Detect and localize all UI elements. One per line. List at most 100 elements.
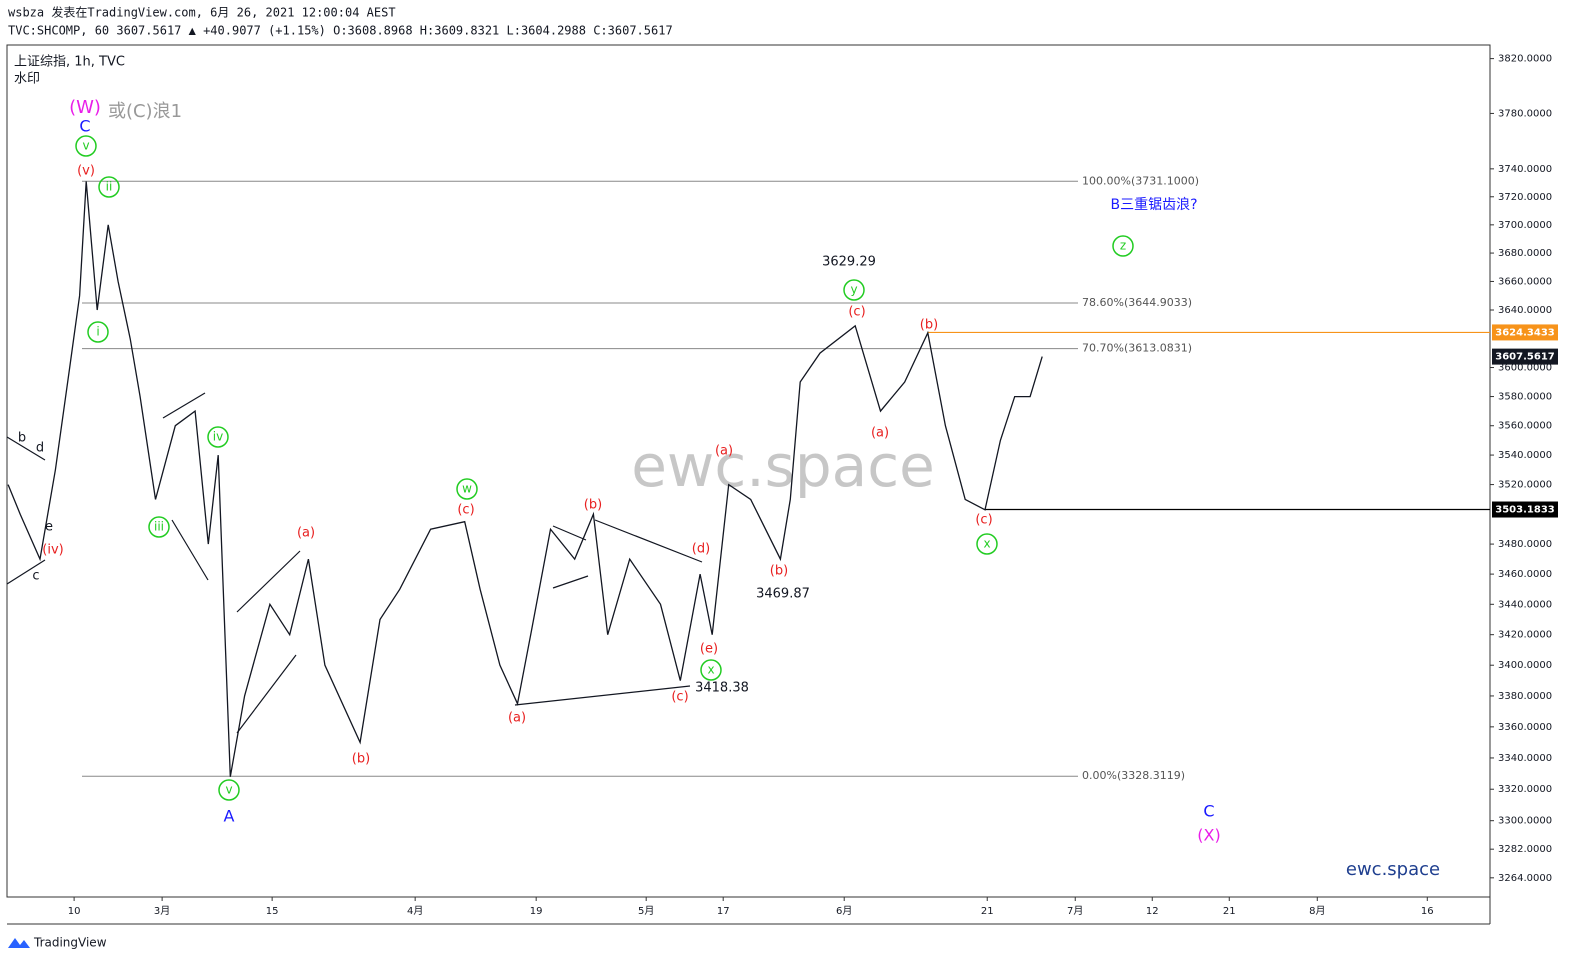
wave-label: e [45,520,53,535]
y-tick-label: 3640.0000 [1498,305,1552,316]
price-label: 3503.1833 [1495,505,1555,516]
y-tick-label: 3780.0000 [1498,108,1552,119]
wave-label: (v) [77,164,95,179]
wave-circle [87,321,109,343]
x-tick-label: 6月 [836,905,852,917]
wave-label: z [1120,239,1126,253]
legend-symbol: 上证综指, 1h, TVC [14,55,125,70]
wave-circle [456,478,478,500]
wave-label: iii [154,520,164,534]
wave-label: 3629.29 [822,255,876,270]
wave-label: y [850,283,857,297]
y-tick-label: 3700.0000 [1498,220,1552,231]
wave-label: (c) [848,305,865,320]
y-tick-label: 3400.0000 [1498,660,1552,671]
wave-circle [843,279,865,301]
wave-label: (c) [457,503,474,518]
y-tick-label: 3300.0000 [1498,816,1552,827]
wave-circle [976,533,998,555]
wave-circle [700,659,722,681]
wave-label: d [36,441,44,456]
price-label: 3607.5617 [1495,352,1555,363]
wave-label: (a) [871,426,889,441]
wave-label: C [1203,802,1214,821]
wave-label: x [707,663,714,677]
x-tick-label: 21 [981,906,994,917]
wave-label: x [983,537,990,551]
price-label-box [1492,348,1558,365]
x-tick-label: 12 [1146,906,1159,917]
legend-note: 水印 [14,72,40,87]
x-tick-label: 5月 [638,905,654,917]
wave-label: B三重锯齿浪? [1110,197,1197,213]
y-tick-label: 3282.0000 [1498,844,1552,855]
y-tick-label: 3740.0000 [1498,164,1552,175]
wave-circle [207,426,229,448]
wave-label: 3469.87 [756,587,810,602]
price-line-series [7,181,1043,777]
header-line2: TVC:SHCOMP, 60 3607.5617 ▲ +40.9077 (+1.… [8,24,673,38]
y-tick-label: 3680.0000 [1498,248,1552,259]
wave-label: (e) [700,642,718,657]
x-tick-label: 15 [266,906,279,917]
wave-label: (b) [770,564,788,579]
x-tick-label: 7月 [1067,905,1083,917]
wave-label: (iv) [42,543,63,558]
watermark: ewc.space [631,432,935,500]
fib-label: 0.00%(3328.3119) [1082,769,1185,782]
price-label: 3624.3433 [1495,327,1555,338]
wave-label: 3418.38 [695,681,749,696]
wave-circle [75,135,97,157]
y-tick-label: 3520.0000 [1498,480,1552,491]
wave-label: ii [106,180,113,194]
x-tick-label: 4月 [407,905,423,917]
wave-label: (a) [297,526,315,541]
x-tick-label: 16 [1421,906,1434,917]
wave-label: (b) [920,318,938,333]
wave-label: (c) [975,513,992,528]
x-tick-label: 3月 [154,905,170,917]
y-tick-label: 3580.0000 [1498,392,1552,403]
y-tick-label: 3380.0000 [1498,691,1552,702]
y-tick-label: 3600.0000 [1498,363,1552,374]
fib-label: 78.60%(3644.9033) [1082,296,1192,309]
wave-label: v [225,783,232,797]
wave-label: (d) [692,542,710,557]
y-tick-label: 3560.0000 [1498,421,1552,432]
wave-label: c [32,569,39,584]
wave-label: (a) [508,711,526,726]
x-tick-label: 17 [717,906,730,917]
y-tick-label: 3460.0000 [1498,569,1552,580]
wave-circle [148,516,170,538]
wave-label: b [18,431,26,446]
y-tick-label: 3440.0000 [1498,599,1552,610]
wave-label: (c) [671,690,688,705]
wave-label: v [82,139,89,153]
header-line1: wsbza 发表在TradingView.com, 6月 26, 2021 12… [8,5,396,20]
footer: TradingView [33,936,107,950]
wave-circle [1112,235,1134,257]
wave-lines [6,392,703,734]
wave-label: (W) [69,97,101,118]
x-tick-label: 21 [1223,906,1236,917]
x-tick-label: 8月 [1309,905,1325,917]
price-label-box [1492,324,1558,341]
wave-label: (b) [584,498,602,513]
wave-label: iv [213,430,223,444]
wave-label: C [79,117,90,136]
wave-circle [98,176,120,198]
wave-label: (X) [1197,826,1220,845]
y-tick-label: 3340.0000 [1498,753,1552,764]
wave-label: w [462,482,472,496]
fib-label: 70.70%(3613.0831) [1082,342,1192,355]
y-tick-label: 3420.0000 [1498,630,1552,641]
y-tick-label: 3264.0000 [1498,873,1552,884]
y-tick-label: 3720.0000 [1498,192,1552,203]
wave-label: (a) [715,444,733,459]
y-tick-label: 3480.0000 [1498,539,1552,550]
y-tick-label: 3360.0000 [1498,722,1552,733]
x-tick-label: 19 [530,906,543,917]
wave-label: i [96,325,99,339]
fib-label: 100.00%(3731.1000) [1082,174,1199,187]
